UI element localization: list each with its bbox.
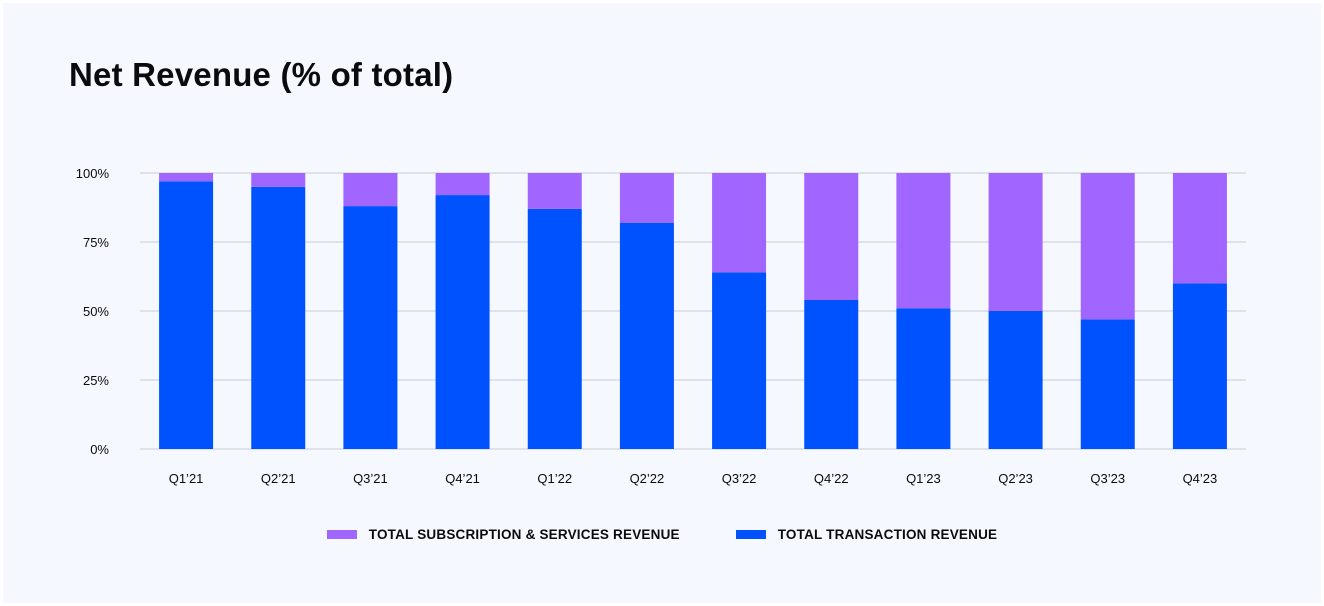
- bar-transaction-revenue: [1080, 319, 1135, 449]
- bar-transaction-revenue: [896, 308, 951, 449]
- bar-subscription-services-revenue: [712, 173, 767, 273]
- x-tick-label: Q1’22: [537, 471, 572, 486]
- bar-transaction-revenue: [251, 186, 306, 450]
- bar-subscription-services-revenue: [1172, 173, 1227, 284]
- bar-subscription-services-revenue: [896, 173, 951, 309]
- x-tick-label: Q1’21: [169, 471, 204, 486]
- x-tick-label: Q2’23: [998, 471, 1033, 486]
- y-tick-label: 75%: [83, 235, 109, 250]
- bar-transaction-revenue: [1172, 283, 1227, 449]
- y-tick-label: 50%: [83, 304, 109, 319]
- bar-transaction-revenue: [619, 222, 674, 449]
- x-tick-label: Q3’22: [722, 471, 757, 486]
- x-tick-label: Q4’23: [1183, 471, 1218, 486]
- bar-subscription-services-revenue: [343, 173, 398, 207]
- bar-subscription-services-revenue: [1080, 173, 1135, 320]
- bar-transaction-revenue: [527, 208, 582, 449]
- x-tick-label: Q2’21: [261, 471, 296, 486]
- x-tick-label: Q1’23: [906, 471, 941, 486]
- chart-title: Net Revenue (% of total): [69, 56, 454, 93]
- legend-label-transaction: TOTAL TRANSACTION REVENUE: [777, 527, 998, 542]
- legend-label-subscription: TOTAL SUBSCRIPTION & SERVICES REVENUE: [368, 527, 680, 542]
- bar-transaction-revenue: [712, 272, 767, 449]
- legend: TOTAL SUBSCRIPTION & SERVICES REVENUE TO…: [0, 527, 1324, 542]
- bar-subscription-services-revenue: [251, 173, 306, 187]
- bar-transaction-revenue: [435, 195, 490, 449]
- legend-swatch-transaction: [735, 530, 766, 539]
- bar-subscription-services-revenue: [527, 173, 582, 209]
- legend-item-subscription: TOTAL SUBSCRIPTION & SERVICES REVENUE: [326, 527, 680, 542]
- bar-transaction-revenue: [343, 206, 398, 449]
- y-tick-label: 25%: [83, 373, 109, 388]
- bar-transaction-revenue: [988, 311, 1043, 449]
- bar-subscription-services-revenue: [804, 173, 859, 300]
- bar-transaction-revenue: [159, 181, 214, 449]
- legend-item-transaction: TOTAL TRANSACTION REVENUE: [735, 527, 998, 542]
- bar-subscription-services-revenue: [988, 173, 1043, 311]
- x-tick-label: Q4’22: [814, 471, 849, 486]
- bar-subscription-services-revenue: [619, 173, 674, 223]
- y-tick-label: 0%: [90, 442, 109, 457]
- bar-subscription-services-revenue: [159, 173, 214, 182]
- x-tick-label: Q3’23: [1090, 471, 1125, 486]
- y-tick-label: 100%: [76, 166, 110, 181]
- x-tick-label: Q3’21: [353, 471, 388, 486]
- x-tick-label: Q2’22: [630, 471, 665, 486]
- legend-swatch-subscription: [326, 530, 357, 539]
- bar-subscription-services-revenue: [435, 173, 490, 196]
- bar-transaction-revenue: [804, 299, 859, 449]
- x-tick-label: Q4’21: [445, 471, 480, 486]
